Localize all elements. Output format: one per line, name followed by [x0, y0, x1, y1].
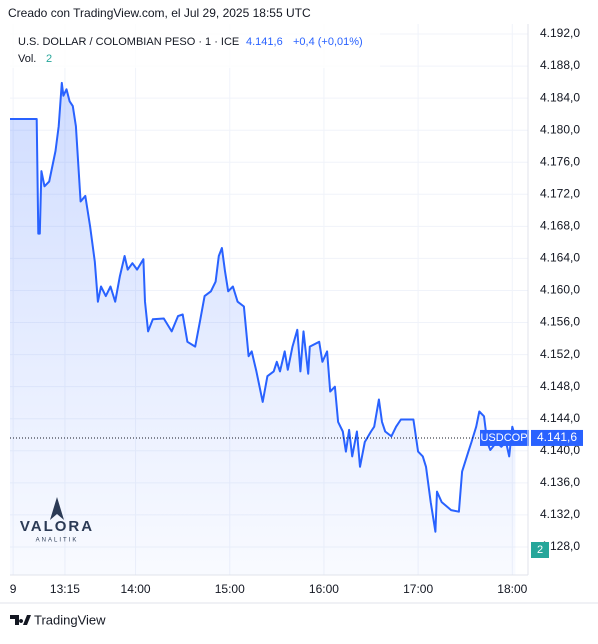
watermark-sub: ANALITIK [36, 538, 79, 544]
volume-badge-label: 2 [537, 544, 543, 556]
y-tick-label: 4.192,0 [540, 26, 580, 40]
symbol-badge [480, 429, 529, 446]
symbol-title: U.S. DOLLAR / COLOMBIAN PESO · 1 · ICE [18, 36, 239, 48]
y-tick-label: 4.148,0 [540, 379, 580, 393]
y-tick-label: 4.172,0 [540, 186, 580, 200]
volume-value: 2 [46, 53, 52, 65]
watermark: VALORA ANALITIK [20, 497, 94, 544]
symbol-badge-label: USDCOP [480, 432, 527, 444]
y-tick-label: 4.176,0 [540, 154, 580, 168]
y-tick-label: 4.140,0 [540, 443, 580, 457]
y-tick-label: 4.152,0 [540, 347, 580, 361]
y-tick-label: 4.132,0 [540, 507, 580, 521]
y-tick-label: 4.136,0 [540, 475, 580, 489]
last-price-badge [531, 429, 583, 446]
volume-title: Vol. [18, 53, 36, 65]
x-tick-label: 17:00 [403, 582, 433, 596]
y-tick-label: 4.156,0 [540, 315, 580, 329]
x-tick-label: 18:00 [497, 582, 527, 596]
legend-change: +0,4 (+0,01%) [293, 36, 363, 48]
header: Creado con TradingView.com, el Jul 29, 2… [8, 6, 311, 20]
price-line [10, 81, 517, 533]
x-tick-label: 16:00 [309, 582, 339, 596]
watermark-name: VALORA [20, 518, 94, 535]
last-price-label: 4.141,6 [537, 430, 577, 444]
x-tick-label: 15:00 [215, 582, 245, 596]
x-tick-label: 13:15 [50, 582, 80, 596]
footer-text: TradingView [34, 612, 106, 627]
y-tick-label: 4.128,0 [540, 539, 580, 553]
x-tick-label: 9 [10, 582, 17, 596]
y-tick-label: 4.164,0 [540, 251, 580, 265]
legend-price: 4.141,6 [246, 36, 283, 48]
legend-bg [10, 24, 380, 68]
y-tick-label: 4.160,0 [540, 283, 580, 297]
volume-badge [531, 542, 549, 558]
watermark-icon [50, 497, 64, 520]
area [10, 82, 516, 576]
y-tick-label: 4.144,0 [540, 411, 580, 425]
y-tick-label: 4.184,0 [540, 90, 580, 104]
y-tick-label: 4.188,0 [540, 58, 580, 72]
footer-logo [10, 615, 31, 625]
y-tick-label: 4.168,0 [540, 219, 580, 233]
y-tick-label: 4.180,0 [540, 122, 580, 136]
x-tick-label: 14:00 [121, 582, 151, 596]
